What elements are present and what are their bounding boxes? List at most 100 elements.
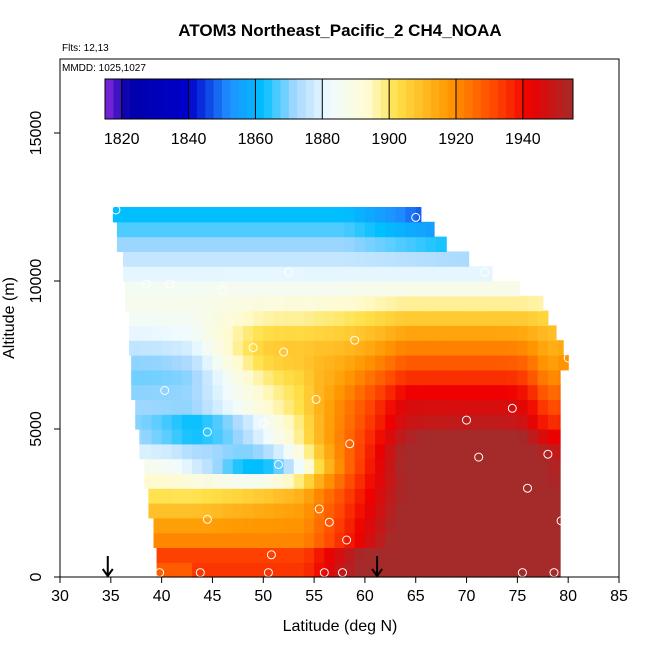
heatmap-cell <box>314 473 325 489</box>
heatmap-cell <box>497 562 508 578</box>
flight-marker-arrowhead <box>371 568 383 578</box>
heatmap-cell <box>273 355 285 371</box>
x-tick-label: 70 <box>458 588 476 605</box>
heatmap-cell <box>171 473 183 489</box>
heatmap-cell <box>112 207 122 223</box>
colorbar-segment <box>380 79 390 119</box>
heatmap-cell <box>436 547 447 563</box>
heatmap-cell <box>456 355 468 371</box>
heatmap-cell <box>517 429 529 445</box>
heatmap-cell <box>476 325 488 341</box>
heatmap-cell <box>405 384 417 400</box>
heatmap-cell <box>486 429 498 445</box>
heatmap-cell <box>558 369 561 386</box>
heatmap-cell <box>263 414 275 430</box>
sample-point <box>160 386 170 395</box>
heatmap-cell <box>253 562 264 578</box>
heatmap-cell <box>222 532 234 548</box>
heatmap-cell <box>151 429 163 445</box>
heatmap-cell <box>385 295 396 312</box>
heatmap-cell <box>354 266 366 282</box>
heatmap-cell <box>354 443 366 460</box>
heatmap-cell <box>476 503 488 519</box>
heatmap-cell <box>446 355 457 371</box>
heatmap-cell <box>446 295 457 312</box>
heatmap-cell <box>497 503 508 519</box>
heatmap-cell <box>131 369 142 386</box>
heatmap-cell <box>507 488 518 504</box>
heatmap-cell <box>273 443 285 460</box>
heatmap-cell <box>436 399 447 415</box>
heatmap-cell <box>303 295 315 312</box>
heatmap-cell <box>283 414 295 430</box>
heatmap-cell <box>344 429 356 445</box>
heatmap-cell <box>354 503 366 519</box>
heatmap-cell <box>192 429 203 445</box>
colorbar-segment <box>171 79 181 119</box>
heatmap-cell <box>466 473 478 489</box>
heatmap-cell <box>202 325 214 341</box>
heatmap-cell <box>283 266 295 282</box>
heatmap-cell <box>436 310 447 326</box>
heatmap-cell <box>141 355 153 371</box>
heatmap-cell <box>446 532 457 548</box>
heatmap-cell <box>466 532 478 548</box>
heatmap-cell <box>527 384 539 400</box>
heatmap-cell <box>253 414 264 430</box>
heatmap-cell <box>425 384 437 400</box>
heatmap-cell <box>242 503 254 519</box>
sample-point <box>165 279 175 289</box>
heatmap-cell <box>385 473 396 489</box>
heatmap-cell <box>395 562 407 578</box>
heatmap-cell <box>151 340 163 356</box>
heatmap-cell <box>527 414 539 430</box>
heatmap-cell <box>253 340 264 356</box>
heatmap-cell <box>415 547 427 563</box>
heatmap-cell <box>314 310 325 326</box>
heatmap-cell <box>303 429 315 445</box>
heatmap-cell <box>324 340 336 356</box>
heatmap-cell <box>283 443 295 460</box>
heatmap-cell <box>263 221 275 238</box>
heatmap-cell <box>527 369 539 386</box>
heatmap-cell <box>212 473 224 489</box>
heatmap-cell <box>334 399 346 415</box>
heatmap-cell <box>446 399 457 415</box>
heatmap-cell <box>497 281 508 297</box>
sample-point <box>474 452 484 462</box>
flights-label: Flts: 12,13 <box>62 43 109 54</box>
heatmap-cell <box>537 458 549 474</box>
heatmap-cell <box>242 458 254 474</box>
heatmap-cell <box>125 281 132 297</box>
heatmap-cell <box>364 443 376 460</box>
sample-point <box>314 504 324 514</box>
sample-point <box>311 394 321 404</box>
heatmap-cell <box>446 443 457 460</box>
heatmap-cell <box>120 207 132 223</box>
heatmap-cell <box>537 503 549 519</box>
heatmap-cell <box>415 355 427 371</box>
heatmap-cell <box>425 399 437 415</box>
colorbar-segment <box>556 79 566 119</box>
heatmap-cell <box>395 532 407 548</box>
heatmap-cell <box>385 236 396 252</box>
heatmap-cell <box>425 429 437 445</box>
heatmap-cell <box>123 251 132 267</box>
heatmap-cell <box>324 473 336 489</box>
heatmap-cell <box>161 532 173 548</box>
heatmap-cell <box>253 295 264 312</box>
heatmap-cell <box>354 369 366 386</box>
heatmap-cell <box>151 310 163 326</box>
heatmap-cell <box>131 266 142 282</box>
heatmap-cell <box>181 236 193 252</box>
heatmap-cell <box>527 458 539 474</box>
heatmap-cell <box>135 414 142 430</box>
heatmap-cell <box>131 281 142 297</box>
heatmap-cell <box>456 266 468 282</box>
colorbar-segment <box>422 79 432 119</box>
heatmap-cell <box>334 473 346 489</box>
heatmap-cell <box>334 281 346 297</box>
colorbar-segment <box>355 79 365 119</box>
heatmap-cell <box>354 414 366 430</box>
y-tick-label: 5000 <box>28 411 45 447</box>
